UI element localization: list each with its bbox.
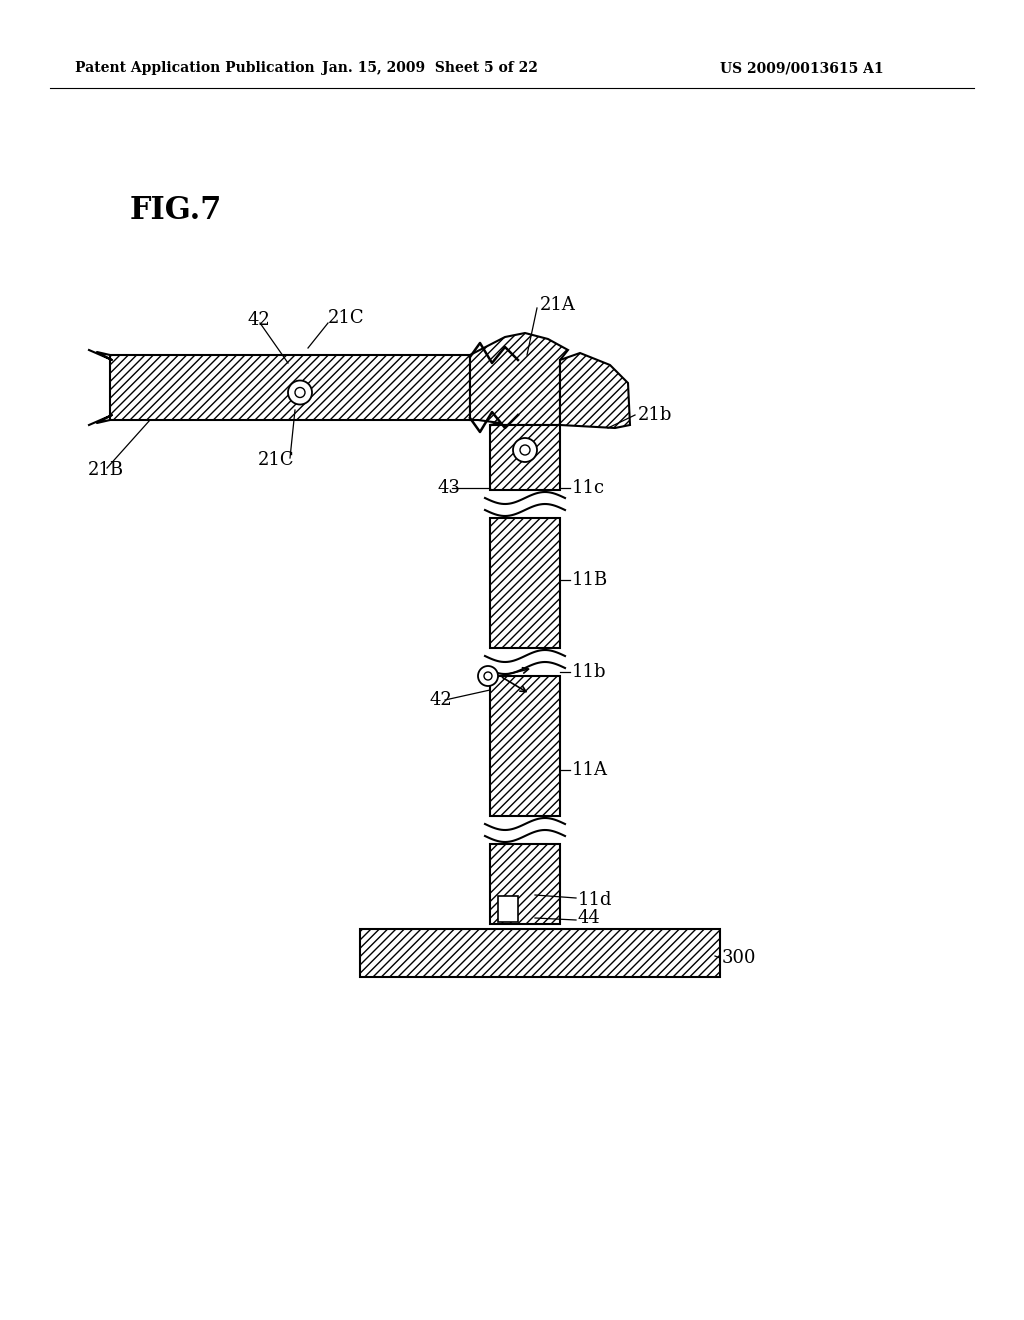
Polygon shape [560,352,630,428]
Text: 21b: 21b [638,407,673,424]
Circle shape [478,667,498,686]
Circle shape [484,672,492,680]
Circle shape [295,388,305,397]
Text: Patent Application Publication: Patent Application Publication [75,61,314,75]
Text: 11A: 11A [572,762,608,779]
Text: FIG.7: FIG.7 [130,195,222,226]
Text: 44: 44 [578,909,601,927]
Text: 21B: 21B [88,461,124,479]
Text: 11B: 11B [572,572,608,589]
Text: 300: 300 [722,949,757,968]
Bar [498,896,518,921]
Text: US 2009/0013615 A1: US 2009/0013615 A1 [720,61,884,75]
Bar [360,929,720,977]
Circle shape [520,445,530,455]
Bar [490,843,560,924]
Text: 21A: 21A [540,296,575,314]
Text: 11d: 11d [578,891,612,909]
Bar [490,425,560,490]
Text: Jan. 15, 2009  Sheet 5 of 22: Jan. 15, 2009 Sheet 5 of 22 [323,61,538,75]
Circle shape [513,438,537,462]
Circle shape [288,380,312,404]
Polygon shape [470,333,568,425]
Bar [110,355,470,420]
Text: 11c: 11c [572,479,605,498]
Text: 43: 43 [438,479,461,498]
Text: 42: 42 [430,690,453,709]
Bar [490,517,560,648]
Text: 42: 42 [248,312,270,329]
Text: 11b: 11b [572,663,606,681]
Bar [490,676,560,816]
Text: 21C: 21C [328,309,365,327]
Text: 21C: 21C [258,451,295,469]
